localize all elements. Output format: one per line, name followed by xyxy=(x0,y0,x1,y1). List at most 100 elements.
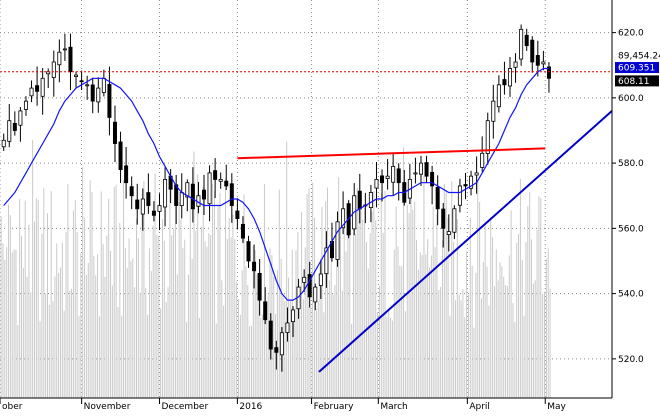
candle-body xyxy=(12,122,17,131)
candle-body xyxy=(491,100,496,122)
candle-body xyxy=(274,347,279,353)
candle-body xyxy=(519,28,524,60)
candle-body xyxy=(430,171,435,187)
candle-body xyxy=(480,152,485,168)
candle-body xyxy=(441,208,446,229)
candle-body xyxy=(313,286,318,303)
candle-body xyxy=(446,231,451,236)
candle-body xyxy=(74,74,79,77)
candle-body xyxy=(190,183,195,210)
candle-body xyxy=(107,84,112,118)
candle-body xyxy=(396,168,401,184)
candle-body xyxy=(474,172,479,176)
candle-body xyxy=(240,223,245,239)
candle-body xyxy=(146,192,151,206)
candle-body xyxy=(452,208,457,233)
x-tick-label: April xyxy=(469,402,490,412)
candle-body xyxy=(374,179,379,189)
candle-body xyxy=(418,162,423,175)
candle-body xyxy=(307,274,312,298)
price-label-box xyxy=(615,75,659,87)
candle-body xyxy=(380,175,385,184)
candle-body xyxy=(18,110,23,126)
candle-body xyxy=(424,162,429,177)
candle-body xyxy=(140,198,145,215)
candle-body xyxy=(151,210,156,216)
price-label: 608.11 xyxy=(618,77,650,87)
y-tick-label: 520.0 xyxy=(618,355,644,365)
candle-body xyxy=(213,170,218,180)
candle-body xyxy=(246,241,251,262)
candle-body xyxy=(252,261,257,272)
candle-body xyxy=(535,55,540,66)
candle-body xyxy=(413,172,418,175)
candle-body xyxy=(229,183,234,206)
candle-body xyxy=(101,77,106,93)
candle-body xyxy=(391,165,396,183)
candle-body xyxy=(129,186,134,197)
candle-body xyxy=(385,175,390,179)
indicator-lines xyxy=(0,67,613,373)
candle-body xyxy=(463,184,468,187)
x-tick-label: May xyxy=(547,402,566,412)
price-label-box xyxy=(615,62,659,74)
candle-body xyxy=(1,139,6,148)
candle-body xyxy=(201,189,206,200)
candle-body xyxy=(96,87,101,103)
candle-body xyxy=(496,84,501,108)
candle-body xyxy=(546,66,551,79)
candle-body xyxy=(357,190,362,210)
moving-average-line xyxy=(3,67,549,301)
candle-body xyxy=(530,39,535,63)
y-tick-label: 620.0 xyxy=(618,29,644,39)
candle-body xyxy=(85,84,90,87)
y-tick-label: 580.0 xyxy=(618,159,644,169)
candle-body xyxy=(179,192,184,206)
candle-body xyxy=(29,87,34,97)
y-tick-label: 560.0 xyxy=(618,224,644,234)
x-tick-label: December xyxy=(161,402,208,412)
candle-body xyxy=(68,46,73,73)
support-trendline xyxy=(318,110,613,373)
price-labels: 89,454.24 609.351 608.11 xyxy=(615,51,660,87)
x-tick-label: ober xyxy=(2,402,23,412)
candles xyxy=(1,24,551,372)
candle-body xyxy=(224,180,229,187)
candle-body xyxy=(368,192,373,208)
price-label: 609.351 xyxy=(618,64,655,74)
candle-body xyxy=(207,172,212,205)
candle-body xyxy=(112,121,117,144)
y-tick-label: 600.0 xyxy=(618,94,644,104)
candle-body xyxy=(502,79,507,86)
candle-body xyxy=(51,61,56,78)
candle-body xyxy=(35,85,40,92)
candle-body xyxy=(513,61,518,68)
candle-body xyxy=(135,199,140,210)
candle-body xyxy=(235,210,240,219)
candle-body xyxy=(268,320,273,350)
volume-bars xyxy=(0,139,551,398)
candle-body xyxy=(157,205,162,212)
candle-body xyxy=(335,221,340,260)
candle-body xyxy=(485,120,490,154)
x-tick-label: November xyxy=(84,402,131,412)
candle-body xyxy=(507,68,512,87)
candle-body xyxy=(40,77,45,97)
candle-body xyxy=(90,84,95,102)
x-tick-label: March xyxy=(380,402,407,412)
candle-body xyxy=(279,332,284,356)
candle-body xyxy=(62,48,67,51)
price-label: 89,454.24 xyxy=(618,51,660,61)
candle-body xyxy=(57,51,62,66)
y-tick-label: 540.0 xyxy=(618,290,644,300)
x-tick-label: February xyxy=(314,402,355,412)
candle-body xyxy=(257,272,262,301)
candle-body xyxy=(124,165,129,184)
candle-body xyxy=(341,208,346,229)
candle-body xyxy=(302,276,307,283)
candle-body xyxy=(457,185,462,206)
candle-body xyxy=(163,179,168,208)
candle-body xyxy=(318,273,323,286)
